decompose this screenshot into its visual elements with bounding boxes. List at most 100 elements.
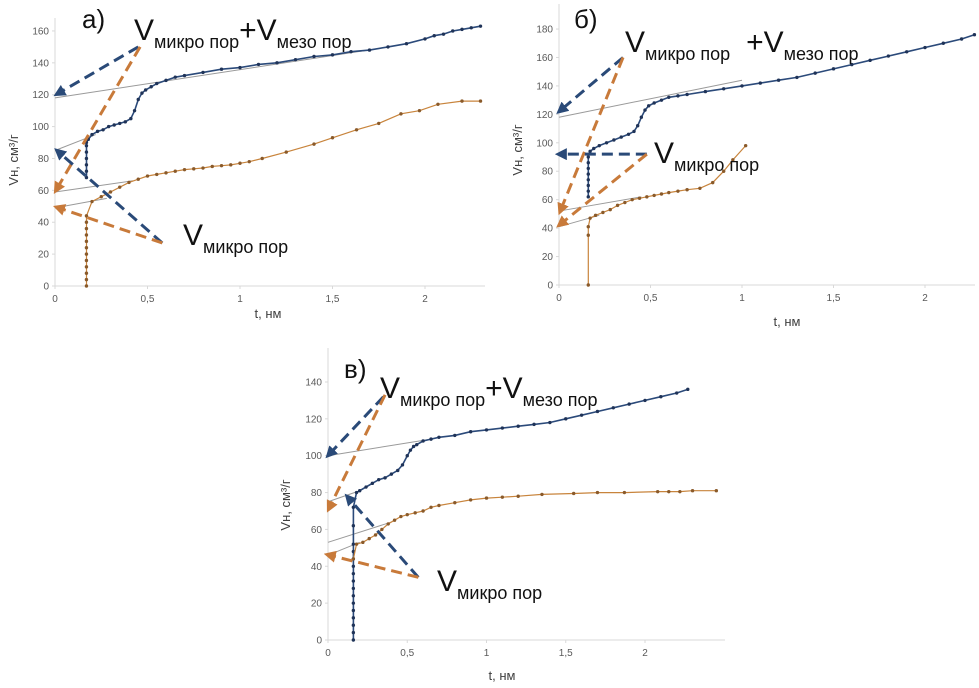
series-blue-point [597,143,601,148]
ann-plus-v: +V [746,26,784,59]
series-orange-line [85,100,481,286]
panel-c-series [351,387,719,642]
series-orange-point [417,108,422,113]
series-orange-point [667,190,671,195]
series-blue-point [586,178,590,182]
series-blue-point [646,104,651,108]
ann-sub-meso: мезо пор [277,32,352,52]
series-blue-point [595,409,600,414]
series-blue-point [635,124,640,128]
series-blue-point [370,481,375,486]
series-orange-line [352,490,717,560]
series-blue-point [453,433,457,438]
series-blue-point [404,42,409,46]
series-orange-point [468,498,473,502]
series-orange-point [84,277,89,282]
ann-plus-v: +V [485,372,523,405]
series-blue-point [351,542,356,546]
fit-line [54,180,133,193]
series-blue-point [358,489,362,493]
y-tick-label: 0 [316,636,322,647]
series-blue-point [532,422,536,427]
series-blue-point [643,398,647,403]
series-orange-point [676,189,680,193]
panel-b-series [586,33,977,287]
x-tick-label: 1 [484,648,490,659]
series-orange-point [698,186,702,191]
y-tick-label: 20 [38,250,50,261]
y-tick-label: 160 [536,53,553,64]
series-orange-point [652,193,656,198]
series-orange-point [743,143,748,148]
x-tick-label: 0,5 [644,293,658,304]
panel-a-arrows [53,45,164,245]
svg-text:Vмикро пор: Vмикро пор [437,565,542,603]
series-blue-point [868,58,872,63]
panel-c-annotation-micro: Vмикро пор [437,565,542,603]
series-blue-point [941,41,945,45]
x-tick-label: 1,5 [326,294,340,305]
panel-c-annotation-micro-meso: Vмикро пор+Vмезо пор [380,372,597,410]
series-blue-point [351,601,356,605]
ann-sub-micro: микро пор [203,237,288,257]
series-orange-point [405,512,409,517]
series-blue-point [238,65,242,70]
y-tick-label: 60 [311,525,323,536]
series-blue-point [415,442,419,447]
orange-dashed-arrow [323,550,419,579]
series-blue-point [586,189,590,193]
series-orange-point [595,490,600,495]
series-orange-point [99,195,103,199]
series-blue-point [437,435,441,439]
series-blue-point [351,623,356,627]
series-blue-point [351,638,356,642]
series-blue-point [293,57,298,62]
fit-line [54,197,107,209]
series-blue-point [389,472,394,476]
panel-b-label: б) [574,4,598,34]
series-blue-point [351,579,356,583]
series-orange-point [354,542,359,546]
series-orange-point [659,192,664,196]
panel-c-axes: 0 20 40 60 80 100 120 140 0 0,5 1 1,5 2 [305,348,725,659]
series-blue-point [95,129,100,134]
series-orange-point [655,489,660,494]
series-blue-point [586,172,590,176]
series-blue-point [84,156,89,161]
series-blue-point [405,454,409,458]
panel-a-axes: 0 20 40 60 80 100 120 140 160 0 0,5 1 1,5 2 [32,18,485,305]
panel-a-ylabel: Vн, см³/г [6,134,21,185]
ann-sub-micro: микро пор [154,32,239,52]
series-blue-point [703,89,708,94]
y-tick-label: 0 [547,281,553,292]
series-orange-point [460,99,464,103]
series-orange-point [380,527,384,532]
series-orange-point [685,188,689,192]
series-blue-point [579,413,584,417]
y-tick-label: 60 [542,195,554,206]
series-orange-point [210,164,214,169]
y-tick-label: 40 [311,562,323,573]
series-blue-point [612,138,616,142]
ann-sub-micro: микро пор [645,44,730,64]
series-blue-point [136,97,140,102]
series-orange-point [615,203,620,208]
panel-b-ylabel: Vн, см³/г [510,124,525,175]
series-blue-point [132,108,137,113]
series-blue-point [460,27,464,32]
series-orange-point [399,112,403,116]
series-blue-point [685,92,689,97]
series-blue-point [84,163,89,167]
series-blue-point [626,132,631,136]
series-blue-point [586,166,590,171]
series-orange-point [586,233,590,237]
blue-dashed-arrow [54,148,164,245]
ann-sub-micro: микро пор [400,390,485,410]
x-tick-label: 0,5 [400,648,414,659]
series-orange-point [145,174,150,178]
ann-sub-micro: микро пор [457,583,542,603]
series-blue-point [351,524,356,528]
series-blue-point [632,129,636,134]
